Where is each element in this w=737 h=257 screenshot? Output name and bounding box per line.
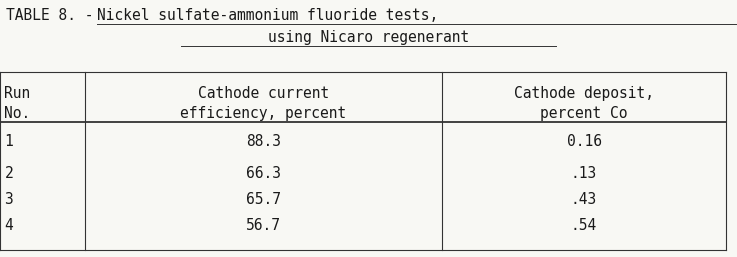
- Text: Run: Run: [4, 86, 31, 101]
- Text: .13: .13: [571, 167, 597, 181]
- Text: .54: .54: [571, 218, 597, 234]
- Text: No.: No.: [4, 106, 31, 121]
- Text: Cathode current: Cathode current: [198, 86, 329, 101]
- Text: 2: 2: [4, 167, 13, 181]
- Text: .43: .43: [571, 192, 597, 207]
- Text: efficiency, percent: efficiency, percent: [181, 106, 346, 121]
- Text: 66.3: 66.3: [246, 167, 281, 181]
- Text: 4: 4: [4, 218, 13, 234]
- Text: using Nicaro regenerant: using Nicaro regenerant: [268, 30, 469, 45]
- Text: 0.16: 0.16: [567, 134, 601, 150]
- Text: Nickel sulfate-ammonium fluoride tests,: Nickel sulfate-ammonium fluoride tests,: [97, 8, 439, 23]
- Text: Cathode deposit,: Cathode deposit,: [514, 86, 654, 101]
- Text: TABLE 8. -: TABLE 8. -: [6, 8, 102, 23]
- Text: 3: 3: [4, 192, 13, 207]
- Text: percent Co: percent Co: [540, 106, 628, 121]
- Text: 1: 1: [4, 134, 13, 150]
- Text: 56.7: 56.7: [246, 218, 281, 234]
- Text: 65.7: 65.7: [246, 192, 281, 207]
- Text: 88.3: 88.3: [246, 134, 281, 150]
